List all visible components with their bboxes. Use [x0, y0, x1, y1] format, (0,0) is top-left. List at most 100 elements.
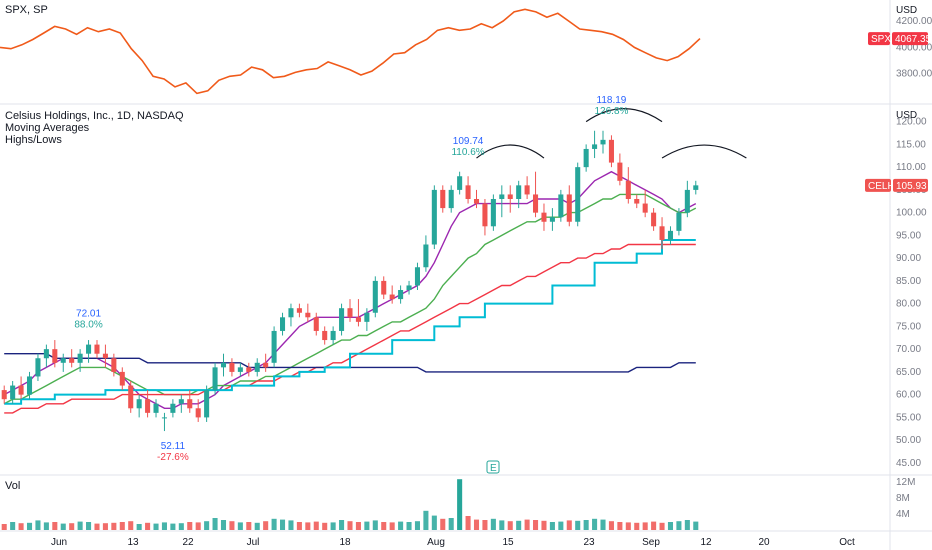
volume-bar — [651, 521, 657, 530]
volume-bar — [339, 520, 345, 530]
candle — [77, 349, 83, 372]
volume-bar — [220, 520, 227, 530]
candle — [381, 276, 387, 300]
volume-bar — [161, 522, 167, 530]
spx-tick-label: 3800.00 — [896, 69, 932, 80]
annotation-percent: 126.8% — [594, 106, 628, 117]
main-currency: USD — [896, 110, 917, 121]
candle — [414, 262, 420, 290]
x-axis-label: 18 — [339, 537, 351, 548]
volume-bar — [69, 523, 75, 530]
earnings-badge[interactable] — [486, 460, 500, 474]
candle-body — [440, 189, 446, 209]
candle — [288, 303, 294, 327]
candle — [625, 167, 631, 204]
candle-body — [35, 358, 41, 377]
price-tick-label: 65.00 — [896, 367, 921, 378]
price-tick-label: 45.00 — [896, 458, 921, 469]
candle — [237, 362, 243, 377]
candle-body — [465, 185, 471, 199]
volume-bar — [398, 521, 404, 530]
volume-bar — [667, 522, 674, 530]
volume-bar — [43, 522, 49, 530]
candle-body — [507, 194, 513, 199]
candle-body — [473, 199, 480, 204]
x-axis-label: Jul — [247, 537, 260, 548]
candle — [473, 189, 480, 209]
candle-body — [693, 185, 699, 190]
volume-bar — [625, 522, 631, 530]
candle-body — [676, 212, 682, 231]
candle — [145, 390, 151, 418]
volume-bar — [617, 522, 623, 530]
price-tick-label: 120.00 — [896, 117, 927, 128]
candle — [1, 385, 7, 404]
volume-bar — [533, 520, 539, 530]
volume-bar — [592, 518, 598, 530]
candle — [667, 226, 674, 245]
volume-bar — [229, 521, 235, 530]
candle-body — [414, 267, 420, 286]
volume-bar — [178, 523, 184, 530]
earnings-marker[interactable]: E — [486, 460, 500, 474]
candle — [575, 162, 581, 227]
candle-body — [170, 403, 176, 413]
candle — [153, 399, 159, 418]
candle-body — [161, 417, 167, 419]
candle-body — [136, 399, 142, 409]
volume-bar — [1, 524, 7, 530]
volume-bar — [423, 510, 429, 530]
annotation-price: 72.01 — [76, 309, 101, 320]
volume-bar — [18, 523, 24, 530]
candle-body — [52, 349, 58, 363]
candle-body — [187, 399, 193, 409]
price-tick-label: 50.00 — [896, 435, 921, 446]
candle-body — [237, 367, 243, 372]
candle — [398, 285, 404, 304]
candle-body — [608, 139, 614, 163]
candle-body — [372, 280, 378, 313]
volume-bar — [465, 516, 471, 530]
candle-body — [178, 399, 184, 404]
candle-body — [625, 180, 631, 199]
volume-bar — [608, 521, 614, 530]
volume-bar — [549, 522, 555, 530]
candle — [499, 185, 505, 218]
candle-body — [26, 376, 33, 395]
candle — [457, 171, 463, 195]
candle-body — [128, 385, 134, 409]
candle — [330, 326, 336, 345]
candle-body — [541, 212, 547, 222]
volume-bar — [263, 521, 269, 530]
spx-line — [0, 8, 701, 95]
volume-bar — [305, 522, 311, 530]
volume-bar — [499, 520, 505, 530]
volume-bar — [212, 518, 218, 530]
candle — [52, 340, 58, 368]
candle-body — [229, 362, 235, 372]
candle — [372, 276, 378, 318]
candle — [86, 340, 92, 363]
candle-body — [313, 317, 319, 331]
volume-bar — [322, 522, 328, 530]
candle — [212, 362, 218, 395]
candle-body — [119, 371, 125, 386]
legend-moving-averages[interactable]: Moving Averages — [5, 122, 90, 134]
candle — [490, 194, 496, 231]
legend-highs-lows[interactable]: Highs/Lows — [5, 134, 62, 146]
price-tick-label: 70.00 — [896, 344, 921, 355]
candle — [448, 185, 454, 213]
candle — [322, 326, 328, 345]
candle-body — [94, 344, 100, 354]
candle — [69, 349, 75, 368]
candle — [94, 340, 100, 359]
candle — [26, 371, 33, 400]
candle — [60, 353, 66, 372]
candle-body — [364, 312, 370, 322]
x-axis-label: Oct — [839, 537, 855, 548]
candle — [296, 303, 302, 318]
candle-body — [271, 330, 277, 363]
x-axis-label: 23 — [583, 537, 595, 548]
volume-bar — [119, 522, 125, 530]
volume-bar — [684, 520, 690, 530]
